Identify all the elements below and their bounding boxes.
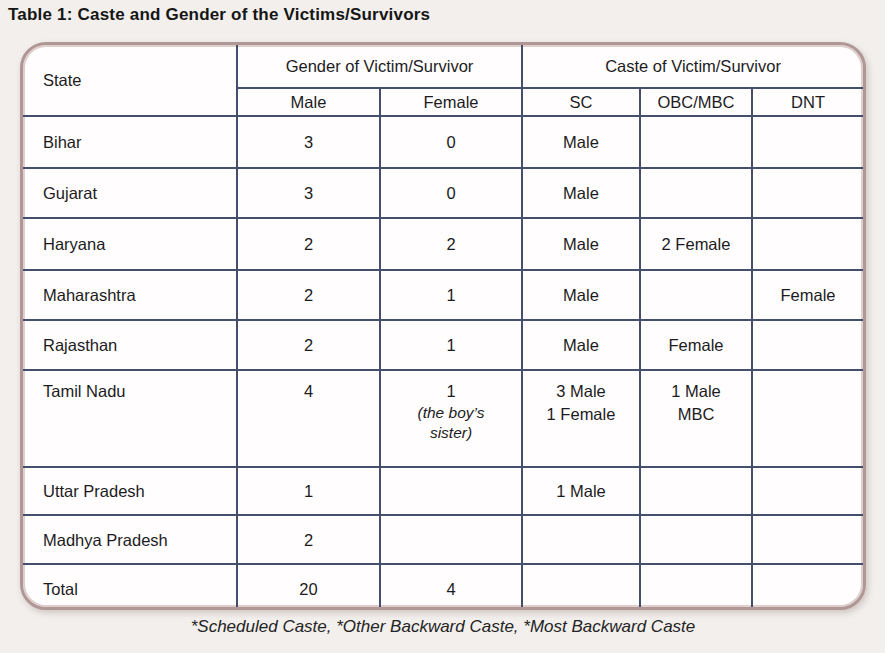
- cell-dnt: [752, 168, 863, 218]
- cell-female-value: 1: [446, 382, 455, 400]
- table-row-total: Total 20 4: [23, 564, 863, 610]
- cell-female-note: (the boy’s sister): [387, 403, 515, 443]
- col-header-state: State: [23, 45, 237, 116]
- cell-male: 2: [237, 270, 380, 320]
- cell-male: 2: [237, 320, 380, 370]
- cell-female: [380, 467, 522, 515]
- cell-obc-mbc: [640, 270, 752, 320]
- col-header-sc: SC: [522, 88, 640, 116]
- cell-sc: Male: [522, 168, 640, 218]
- cell-sc: [522, 564, 640, 610]
- table-row-gujarat: Gujarat 3 0 Male: [23, 168, 863, 218]
- cell-dnt: [752, 370, 863, 467]
- cell-state: Tamil Nadu: [23, 370, 237, 467]
- header-row-groups: State Gender of Victim/Survivor Caste of…: [23, 45, 863, 88]
- caste-abbreviations-footnote: *Scheduled Caste, *Other Backward Caste,…: [20, 617, 866, 637]
- cell-female: 1: [380, 320, 522, 370]
- cell-sc: Male: [522, 218, 640, 270]
- cell-female: 4: [380, 564, 522, 610]
- col-header-obc-mbc: OBC/MBC: [640, 88, 752, 116]
- cell-male: 3: [237, 168, 380, 218]
- cell-state: Bihar: [23, 116, 237, 168]
- col-header-male: Male: [237, 88, 380, 116]
- cell-male: 2: [237, 515, 380, 564]
- table-row-bihar: Bihar 3 0 Male: [23, 116, 863, 168]
- victims-table: State Gender of Victim/Survivor Caste of…: [23, 45, 863, 610]
- cell-state: Madhya Pradesh: [23, 515, 237, 564]
- cell-state: Haryana: [23, 218, 237, 270]
- cell-obc-mbc: [640, 515, 752, 564]
- cell-female: 0: [380, 168, 522, 218]
- cell-obc-mbc: [640, 116, 752, 168]
- table-row-uttar-pradesh: Uttar Pradesh 1 1 Male: [23, 467, 863, 515]
- cell-dnt: [752, 320, 863, 370]
- cell-dnt: Female: [752, 270, 863, 320]
- document-page: Table 1: Caste and Gender of the Victims…: [0, 0, 885, 653]
- col-header-female: Female: [380, 88, 522, 116]
- cell-obc-mbc: [640, 467, 752, 515]
- cell-male: 3: [237, 116, 380, 168]
- col-header-gender-group: Gender of Victim/Survivor: [237, 45, 522, 88]
- cell-dnt: [752, 564, 863, 610]
- table-row-maharashtra: Maharashtra 2 1 Male Female: [23, 270, 863, 320]
- cell-sc: Male: [522, 320, 640, 370]
- cell-sc: Male: [522, 116, 640, 168]
- cell-state: Rajasthan: [23, 320, 237, 370]
- table-title: Table 1: Caste and Gender of the Victims…: [8, 5, 430, 25]
- cell-dnt: [752, 218, 863, 270]
- cell-obc-mbc: 1 Male MBC: [640, 370, 752, 467]
- table-row-tamil-nadu: Tamil Nadu 4 1 (the boy’s sister) 3 Male …: [23, 370, 863, 467]
- cell-female: [380, 515, 522, 564]
- col-header-caste-group: Caste of Victim/Survivor: [522, 45, 863, 88]
- cell-obc-mbc: 2 Female: [640, 218, 752, 270]
- cell-state: Total: [23, 564, 237, 610]
- cell-sc: [522, 515, 640, 564]
- table-row-madhya-pradesh: Madhya Pradesh 2: [23, 515, 863, 564]
- cell-dnt: [752, 116, 863, 168]
- cell-obc-mbc: [640, 564, 752, 610]
- cell-sc: Male: [522, 270, 640, 320]
- cell-female: 2: [380, 218, 522, 270]
- cell-male: 20: [237, 564, 380, 610]
- col-header-dnt: DNT: [752, 88, 863, 116]
- cell-male: 2: [237, 218, 380, 270]
- cell-sc: 3 Male 1 Female: [522, 370, 640, 467]
- table-frame: State Gender of Victim/Survivor Caste of…: [20, 42, 866, 610]
- table-row-rajasthan: Rajasthan 2 1 Male Female: [23, 320, 863, 370]
- cell-sc: 1 Male: [522, 467, 640, 515]
- cell-state: Uttar Pradesh: [23, 467, 237, 515]
- cell-male: 4: [237, 370, 380, 467]
- cell-obc-mbc: [640, 168, 752, 218]
- cell-dnt: [752, 467, 863, 515]
- cell-male: 1: [237, 467, 380, 515]
- table-row-haryana: Haryana 2 2 Male 2 Female: [23, 218, 863, 270]
- cell-dnt: [752, 515, 863, 564]
- cell-female: 0: [380, 116, 522, 168]
- cell-obc-mbc: Female: [640, 320, 752, 370]
- cell-female: 1 (the boy’s sister): [380, 370, 522, 467]
- cell-female: 1: [380, 270, 522, 320]
- cell-state: Maharashtra: [23, 270, 237, 320]
- cell-state: Gujarat: [23, 168, 237, 218]
